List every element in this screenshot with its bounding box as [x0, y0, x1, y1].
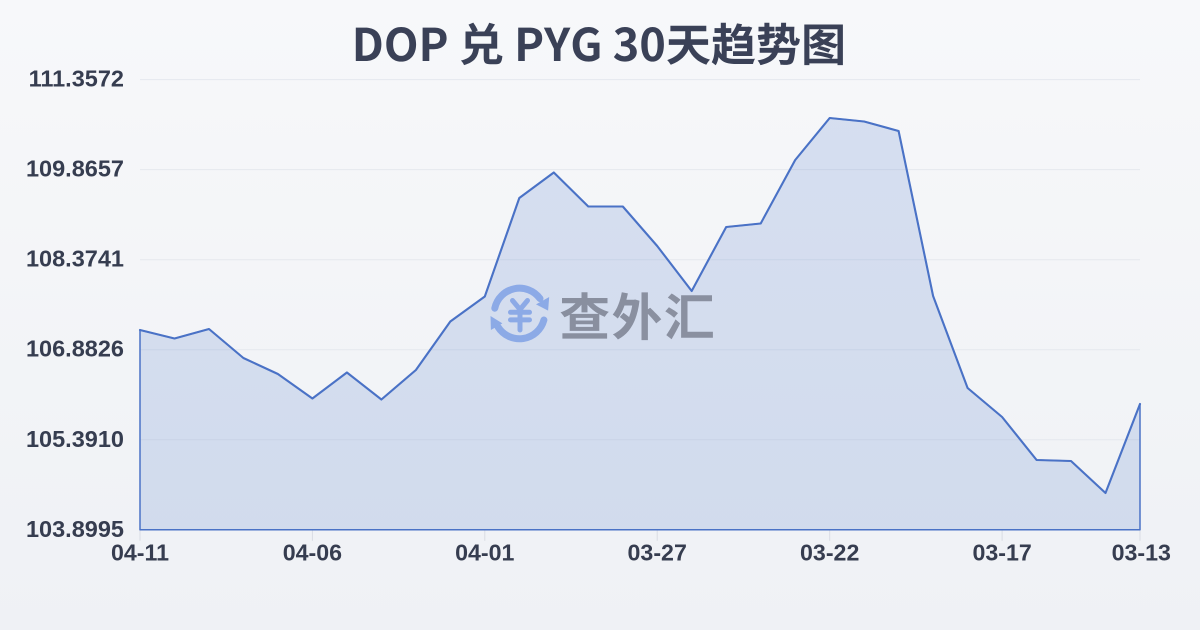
svg-text:04-06: 04-06	[283, 539, 342, 565]
svg-text:03-27: 03-27	[628, 539, 687, 565]
svg-text:03-13: 03-13	[1112, 539, 1171, 565]
svg-text:108.3741: 108.3741	[26, 246, 124, 272]
svg-text:105.3910: 105.3910	[26, 426, 124, 452]
svg-text:04-11: 04-11	[111, 539, 169, 565]
svg-text:109.8657: 109.8657	[26, 156, 124, 182]
svg-text:03-22: 03-22	[800, 539, 859, 565]
svg-text:103.8995: 103.8995	[26, 516, 124, 542]
svg-text:04-01: 04-01	[455, 539, 514, 565]
svg-text:106.8826: 106.8826	[26, 336, 124, 362]
svg-text:111.3572: 111.3572	[29, 66, 124, 92]
svg-text:03-17: 03-17	[972, 539, 1031, 565]
